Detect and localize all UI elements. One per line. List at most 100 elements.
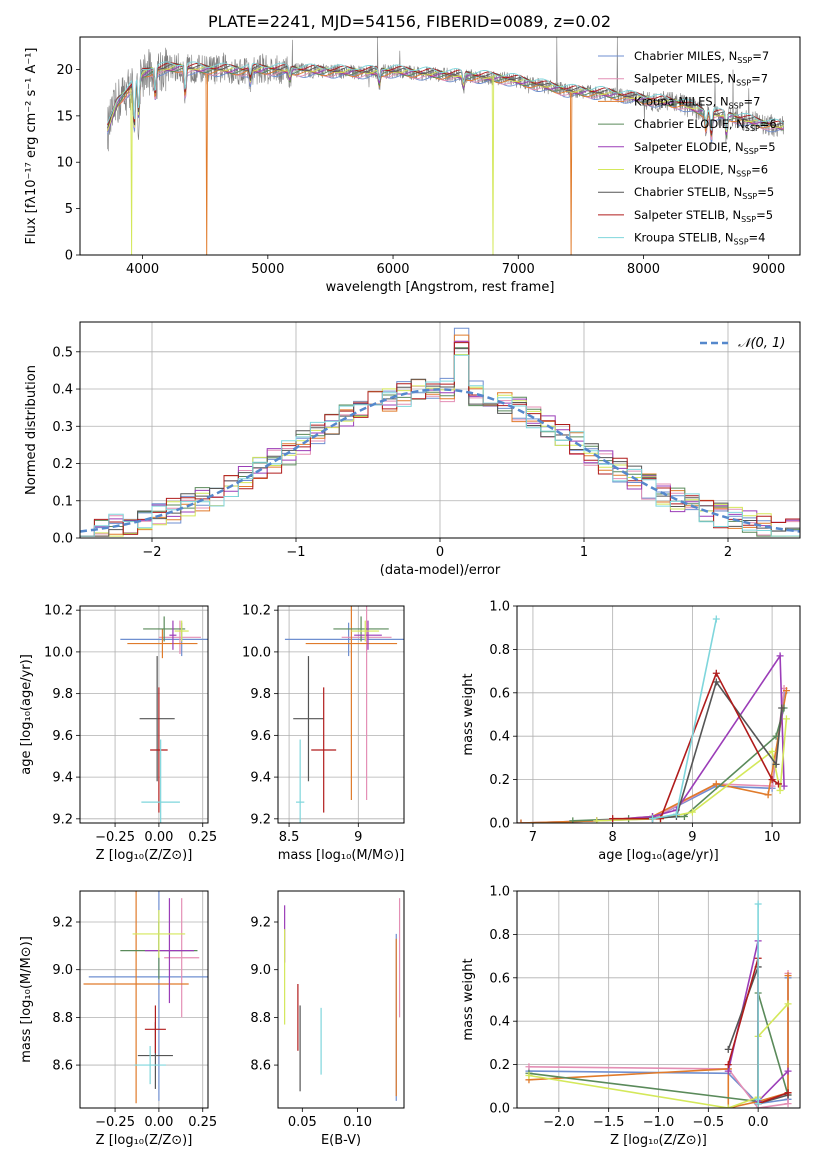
model-spectrum-salpeter-stelib (107, 62, 784, 134)
x-tick-label: 1 (580, 545, 588, 560)
histogram-kroupa-stelib (80, 354, 800, 537)
weight-series-kroupa-stelib (649, 615, 720, 823)
weight-point-kroupa-elodie (784, 1000, 792, 1008)
legend-label-salpeter-elodie: Salpeter ELODIE, NSSP=5 (634, 140, 776, 156)
weight-point-chabrier-stelib (724, 1045, 732, 1053)
errorbar-kroupa-elodie (132, 910, 186, 958)
errorbar-salpeter-stelib (150, 687, 168, 813)
weight-point-kroupa-elodie (724, 1104, 732, 1108)
x-tick-label: −0.25 (95, 830, 135, 845)
legend-label-kroupa-miles: Kroupa MILES, NSSP=7 (634, 94, 760, 110)
y-tick-label: 15 (56, 109, 73, 124)
plot-area-mass_vs_EBV (284, 898, 401, 1101)
weight-point-kroupa-miles (782, 687, 790, 695)
errorbar-salpeter-elodie (144, 898, 194, 1004)
legend-label-salpeter-stelib: Salpeter STELIB, NSSP=5 (634, 208, 773, 224)
legend-label-chabrier-elodie: Chabrier ELODIE, NSSP=6 (634, 117, 777, 133)
x-tick-label: 9 (354, 830, 362, 845)
spectrum-legend: Chabrier MILES, NSSP=7 Salpeter MILES, NS… (598, 49, 777, 247)
errorbar-kroupa-stelib (141, 739, 180, 823)
weight-series-kroupa-stelib (754, 900, 762, 1108)
weight-point-kroupa-miles (712, 780, 720, 788)
y-tick-label: 0.2 (489, 1058, 510, 1073)
x-tick-label: 7000 (502, 262, 535, 277)
x-tick-label: 5000 (251, 262, 284, 277)
weight-line-kroupa-elodie (596, 718, 788, 822)
histogram-kroupa-elodie (80, 354, 800, 537)
weight-point-kroupa-stelib (754, 900, 762, 908)
x-axis-label: Z [log₁₀(Z/Z⊙)] (610, 1133, 707, 1148)
errorbar-salpeter-stelib (144, 1005, 166, 1054)
x-axis-label: wavelength [Angstrom, rest frame] (326, 280, 555, 295)
x-tick-label: 0.05 (288, 1115, 317, 1130)
plot-area-mass_vs_Z (83, 891, 208, 1104)
axes-frame (79, 890, 209, 1109)
y-tick-label: 0.4 (489, 1015, 510, 1030)
x-tick-label: −0.25 (95, 1115, 135, 1130)
y-tick-label: 9.4 (52, 771, 73, 786)
x-axis-label: (data-model)/error (380, 563, 501, 578)
weight-point-salpeter-miles (525, 1063, 533, 1071)
errorbar-kroupa-miles (305, 606, 398, 801)
y-tick-label: 0.6 (489, 971, 510, 986)
weight-point-salpeter-elodie (784, 1067, 792, 1075)
weight-point-salpeter-elodie (780, 782, 788, 790)
histogram-chabrier-elodie (80, 347, 800, 537)
y-tick-label: 0 (65, 249, 73, 264)
errorbar-salpeter-elodie (169, 620, 177, 650)
axes-weight_vs_Z: −2.0 −1.5 −1.0 −0.5 0.0 0.0 0.2 0.4 0.6 0.8 1.0 Z [… (461, 885, 801, 1148)
errorbar-kroupa-elodie (351, 620, 380, 642)
errorbar-kroupa-miles (83, 891, 189, 1104)
y-tick-label: 10.0 (242, 645, 271, 660)
y-tick-label: 9.6 (250, 729, 271, 744)
weight-point-salpeter-miles (784, 1100, 792, 1108)
weight-point-chabrier-elodie (569, 817, 577, 823)
axes-residual_hist: −2 −1 0 1 2 0.0 0.1 0.2 0.3 0.4 0.5 (data-model)/er… (24, 321, 801, 578)
errorbar-kroupa-stelib (134, 1046, 166, 1085)
x-tick-label: 0.10 (343, 1115, 372, 1130)
y-tick-label: 8.6 (52, 1059, 73, 1074)
weight-point-salpeter-stelib (784, 1089, 792, 1097)
weight-point-kroupa-miles (517, 819, 525, 823)
axes-frame (79, 36, 801, 256)
x-tick-label: 8000 (627, 262, 660, 277)
y-tick-label: 0.8 (489, 928, 510, 943)
legend-label-kroupa-elodie: Kroupa ELODIE, NSSP=6 (634, 163, 768, 179)
y-axis-label: age [log₁₀(age/yr)] (19, 654, 34, 775)
y-tick-label: 10.2 (242, 604, 271, 619)
weight-point-kroupa-elodie (525, 1071, 533, 1079)
weight-point-salpeter-elodie (776, 652, 784, 660)
x-tick-label: 4000 (126, 262, 159, 277)
errorbar-chabrier-miles (284, 622, 404, 657)
y-tick-label: 9.8 (52, 687, 73, 702)
axes-frame (79, 605, 209, 824)
weight-line-salpeter-elodie (596, 653, 785, 822)
x-tick-label: 8.5 (279, 830, 300, 845)
legend-label-chabrier-miles: Chabrier MILES, NSSP=7 (634, 49, 769, 65)
x-tick-label: −1 (286, 545, 305, 560)
y-tick-label: 0.2 (52, 457, 73, 472)
y-axis-label: Flux [fλ10⁻¹⁷ erg cm⁻² s⁻¹ A⁻¹] (24, 48, 39, 245)
plot-area-weight_vs_age (517, 615, 790, 823)
y-tick-label: 0.5 (52, 345, 73, 360)
y-tick-label: 0.4 (52, 383, 73, 398)
axes-frame (277, 605, 405, 824)
weight-point-salpeter-elodie (724, 1067, 732, 1075)
weight-point-salpeter-stelib (774, 780, 782, 788)
plot-area-residual_hist (80, 327, 800, 537)
weight-point-salpeter-stelib (712, 669, 720, 677)
y-tick-label: 10.2 (44, 604, 73, 619)
y-tick-label: 0.0 (52, 532, 73, 547)
weight-point-kroupa-elodie (776, 786, 784, 794)
weight-point-kroupa-elodie (782, 715, 790, 723)
y-axis-label: mass weight (461, 673, 476, 755)
errorbar-salpeter-stelib (311, 687, 337, 813)
legend-label-normal: 𝒩(0, 1) (738, 336, 785, 351)
legend-label-kroupa-stelib: Kroupa STELIB, NSSP=4 (634, 231, 765, 247)
y-tick-label: 9.0 (250, 963, 271, 978)
x-tick-label: 9 (688, 830, 696, 845)
weight-point-salpeter-stelib (724, 1061, 732, 1069)
x-axis-label: Z [log₁₀(Z/Z⊙)] (96, 848, 193, 863)
weight-point-kroupa-miles (764, 791, 772, 799)
